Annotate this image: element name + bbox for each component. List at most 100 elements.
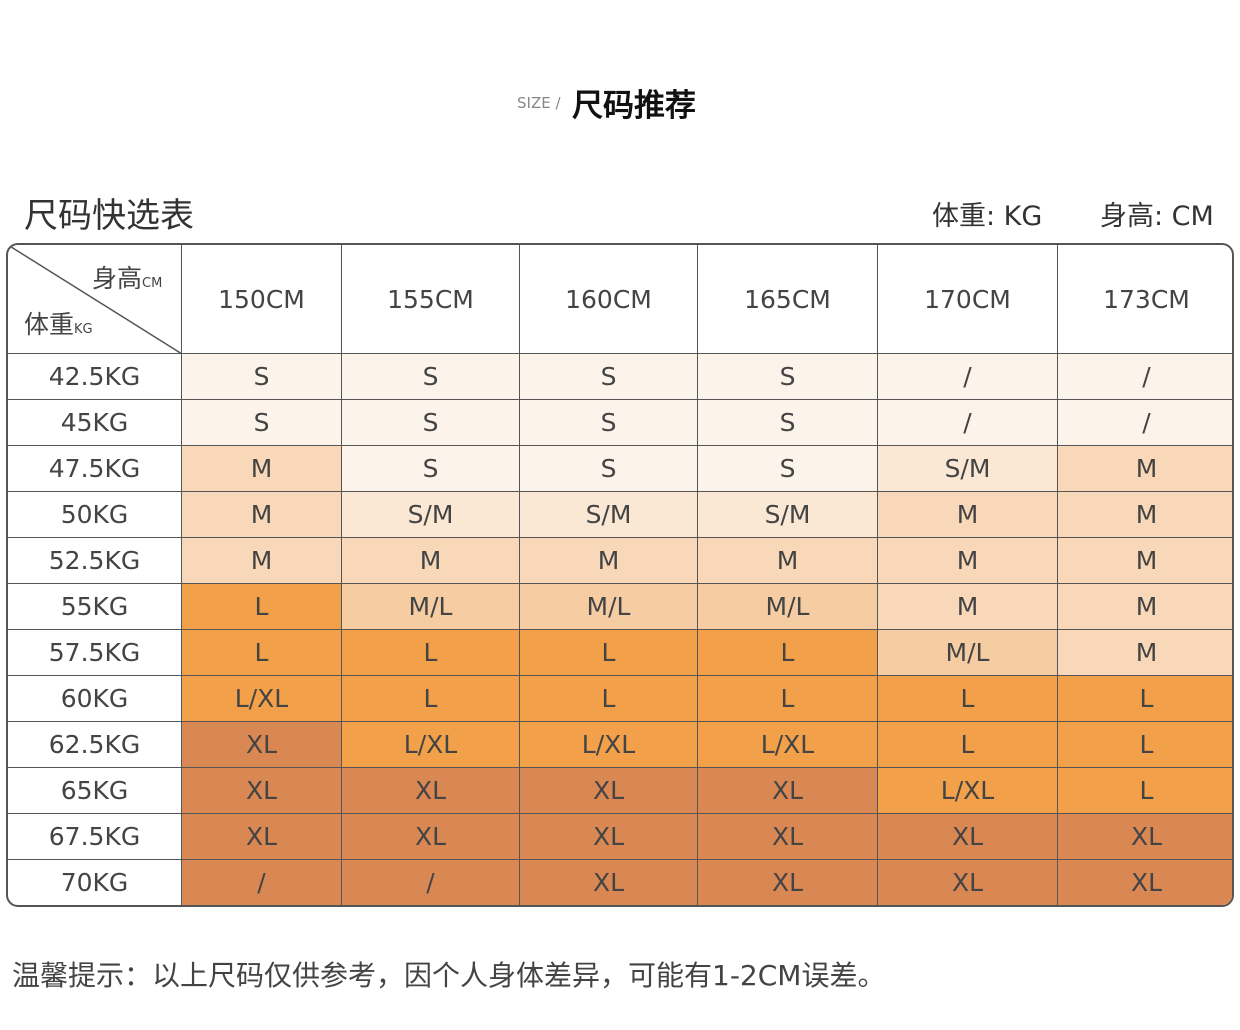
height-label-box: 身高CM [92, 259, 162, 295]
size-cell: S/M [520, 492, 698, 538]
size-cell: L [698, 630, 878, 676]
size-cell: M/L [520, 584, 698, 630]
size-cell: S [342, 400, 520, 446]
size-cell: L/XL [698, 722, 878, 768]
size-cell: S [698, 354, 878, 400]
weight-unit: KG [74, 322, 93, 337]
row-label: 42.5KG [8, 354, 182, 400]
size-cell: XL [520, 768, 698, 814]
size-cell: XL [878, 814, 1058, 860]
size-cell: S [182, 400, 342, 446]
column-header: 150CM [182, 245, 342, 354]
size-cell: M [520, 538, 698, 584]
size-cell: / [878, 354, 1058, 400]
size-cell: L [182, 584, 342, 630]
size-cell: M/L [878, 630, 1058, 676]
size-cell: M [1058, 630, 1232, 676]
row-label: 60KG [8, 676, 182, 722]
size-cell: L [520, 630, 698, 676]
row-label: 62.5KG [8, 722, 182, 768]
size-cell: XL [1058, 860, 1232, 905]
size-cell: M [182, 492, 342, 538]
size-cell: M [698, 538, 878, 584]
size-cell: M/L [698, 584, 878, 630]
row-label: 70KG [8, 860, 182, 905]
size-cell: L [182, 630, 342, 676]
row-label: 52.5KG [8, 538, 182, 584]
size-cell: XL [698, 860, 878, 905]
size-cell: XL [698, 768, 878, 814]
size-cell: S [520, 446, 698, 492]
size-cell: L [698, 676, 878, 722]
size-cell: L [342, 676, 520, 722]
height-unit-note: 身高: CM [1100, 201, 1214, 232]
size-cell: S [342, 354, 520, 400]
height-label: 身高 [92, 264, 143, 293]
size-cell: S [698, 400, 878, 446]
size-cell: XL [520, 814, 698, 860]
column-header: 170CM [878, 245, 1058, 354]
size-cell: XL [698, 814, 878, 860]
header-title: 尺码推荐 [572, 88, 696, 124]
size-cell: S [182, 354, 342, 400]
size-cell: XL [878, 860, 1058, 905]
size-cell: / [1058, 400, 1232, 446]
size-cell: / [342, 860, 520, 905]
weight-label: 体重 [24, 310, 75, 339]
size-cell: L/XL [520, 722, 698, 768]
weight-unit-note: 体重: KG [932, 201, 1043, 232]
size-cell: M [1058, 492, 1232, 538]
size-cell: M [342, 538, 520, 584]
row-label: 57.5KG [8, 630, 182, 676]
row-label: 47.5KG [8, 446, 182, 492]
diagonal [8, 245, 182, 354]
size-cell: L/XL [182, 676, 342, 722]
size-cell: M [1058, 538, 1232, 584]
size-cell: S/M [698, 492, 878, 538]
size-cell: M [182, 538, 342, 584]
row-label: 45KG [8, 400, 182, 446]
size-cell: S [342, 446, 520, 492]
size-cell: S [698, 446, 878, 492]
size-cell: XL [342, 768, 520, 814]
row-label: 50KG [8, 492, 182, 538]
size-cell: S/M [342, 492, 520, 538]
row-label: 55KG [8, 584, 182, 630]
size-cell: L [878, 722, 1058, 768]
size-cell: XL [342, 814, 520, 860]
size-cell: L/XL [342, 722, 520, 768]
height-unit: CM [142, 276, 163, 291]
row-label: 67.5KG [8, 814, 182, 860]
size-cell: / [182, 860, 342, 905]
size-cell: L [342, 630, 520, 676]
size-cell: M [878, 538, 1058, 584]
size-cell: M/L [342, 584, 520, 630]
column-header: 160CM [520, 245, 698, 354]
size-cell: L [1058, 768, 1232, 814]
size-cell: L [1058, 676, 1232, 722]
size-cell: XL [1058, 814, 1232, 860]
size-cell: L [520, 676, 698, 722]
size-cell: XL [182, 814, 342, 860]
size-cell: XL [182, 722, 342, 768]
size-cell: M [182, 446, 342, 492]
header-prefix: SIZE / [517, 94, 561, 112]
column-header: 155CM [342, 245, 520, 354]
size-cell: L/XL [878, 768, 1058, 814]
size-cell: M [878, 492, 1058, 538]
size-cell: S [520, 354, 698, 400]
size-table: 身高CM 体重KG 150CM 155CM 160CM 165CM 170CM 173CM 42… [6, 243, 1234, 907]
column-header: 165CM [698, 245, 878, 354]
size-cell: XL [182, 768, 342, 814]
row-label: 65KG [8, 768, 182, 814]
size-cell: L [1058, 722, 1232, 768]
note: 温馨提示：以上尺码仅供参考，因个人身体差异，可能有1-2CM误差。 [12, 959, 886, 992]
size-cell: L [878, 676, 1058, 722]
size-cell: / [1058, 354, 1232, 400]
size-cell: M [878, 584, 1058, 630]
size-cell: / [878, 400, 1058, 446]
size-cell: M [1058, 584, 1232, 630]
size-cell: M [1058, 446, 1232, 492]
size-cell: XL [520, 860, 698, 905]
